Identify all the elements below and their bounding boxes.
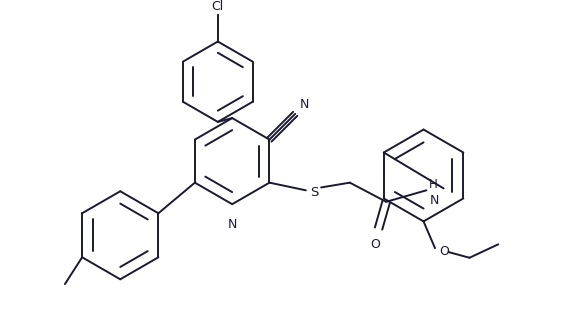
Text: N: N bbox=[429, 194, 439, 207]
Text: N: N bbox=[300, 98, 309, 111]
Text: H: H bbox=[429, 178, 438, 191]
Text: Cl: Cl bbox=[211, 0, 224, 13]
Text: O: O bbox=[370, 238, 380, 251]
Text: S: S bbox=[310, 186, 318, 199]
Text: N: N bbox=[228, 218, 237, 231]
Text: O: O bbox=[439, 245, 449, 257]
